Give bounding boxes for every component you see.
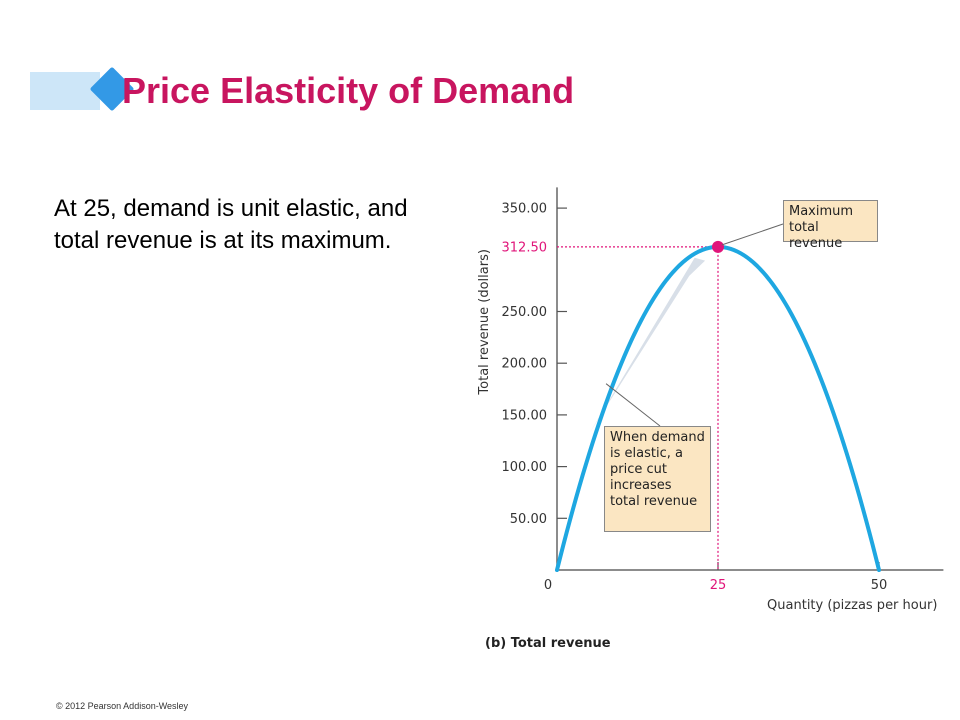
leader-line-elastic	[605, 383, 661, 427]
chart-svg: 50.00 100.00 150.00 200.00 250.00 312.50 350.0…	[477, 187, 944, 613]
title-strip	[30, 72, 100, 110]
y-tick-label: 312.50	[502, 240, 548, 255]
copyright-footer: © 2012 Pearson Addison-Wesley	[56, 701, 189, 711]
note-maximum-total-revenue: Maximum total revenue	[783, 200, 878, 251]
x-tick-label: 25	[710, 578, 727, 593]
total-revenue-chart: 50.00 100.00 150.00 200.00 250.00 312.50 350.0…	[460, 180, 944, 660]
title-decoration	[30, 66, 150, 112]
max-point-marker	[712, 240, 724, 253]
revenue-rise-arrow-shadow	[589, 257, 706, 433]
leader-line-max	[721, 223, 784, 246]
y-tick-label: 150.00	[502, 408, 548, 423]
y-tick-label: 350.00	[502, 202, 548, 217]
y-tick-label: 200.00	[502, 357, 548, 372]
y-tick-label: 100.00	[502, 460, 548, 475]
page-title: Price Elasticity of Demand	[122, 70, 575, 111]
note-elastic-demand: When demand is elastic, a price cut incr…	[604, 426, 711, 532]
body-text: At 25, demand is unit elastic, and total…	[54, 195, 408, 254]
y-tick-label: 250.00	[502, 305, 548, 320]
x-tick-label: 50	[871, 578, 888, 593]
y-tick-label: 50.00	[510, 512, 547, 527]
y-axis-label: Total revenue (dollars)	[477, 249, 492, 396]
chart-caption: (b) Total revenue	[485, 636, 611, 651]
x-axis-label: Quantity (pizzas per hour)	[767, 598, 937, 613]
x-tick-label: 0	[544, 578, 552, 593]
